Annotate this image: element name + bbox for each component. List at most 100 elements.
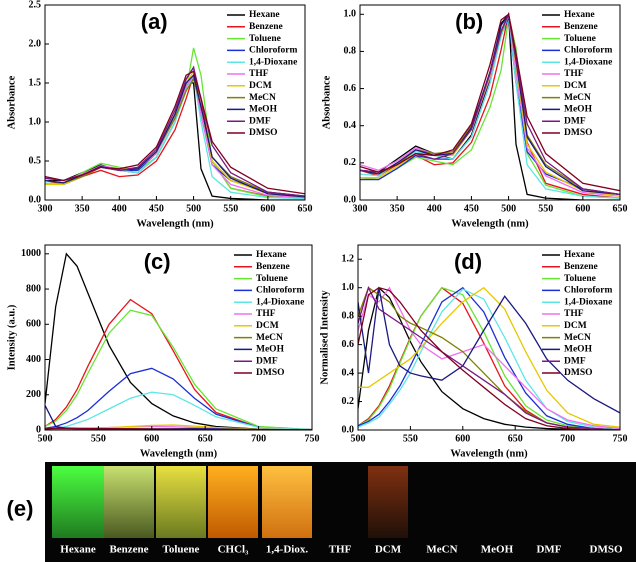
legend-label: MeCN: [564, 93, 591, 103]
vial-label: CHCl₃: [218, 544, 250, 556]
x-tick-label: 550: [223, 203, 238, 214]
x-tick-label: 600: [144, 433, 159, 444]
x-tick-label: 750: [613, 433, 628, 444]
legend-label: Benzene: [256, 262, 290, 272]
series-line: [45, 309, 312, 430]
series-line: [358, 286, 620, 430]
y-tick-label: 0.5: [29, 155, 42, 166]
y-tick-label: 0.6: [344, 83, 357, 94]
vial-photo: Hexane Benzene Toluene CHCl₃ 1,4-Diox. THF DCM…: [45, 462, 636, 562]
legend-label: MeOH: [256, 345, 285, 355]
plot-frame: [357, 244, 621, 431]
y-tick-label: 0.4: [342, 367, 355, 378]
x-tick-label: 700: [251, 433, 266, 444]
legend-label: 1,4-Dioxane: [564, 297, 612, 307]
legend-label: 1,4-Dioxane: [256, 297, 304, 307]
legend-label: DMF: [256, 356, 278, 366]
chart-panel: 300 350 400 450 500 550 600 650 0.0 0.5 1.0 1.5 2.0 2…: [6, 0, 312, 229]
vial-label: Benzene: [109, 544, 148, 556]
series-line: [360, 13, 620, 192]
y-tick-label: 2.0: [29, 38, 42, 49]
legend-label: MeOH: [249, 105, 278, 115]
x-tick-label: 350: [390, 203, 405, 214]
legend-label: MeOH: [564, 345, 593, 355]
y-tick-label: 0.8: [342, 310, 355, 321]
x-tick-label: 600: [455, 433, 470, 444]
y-tick-label: 1000: [21, 248, 41, 259]
y-tick-label: 0.0: [344, 194, 357, 205]
series-line: [45, 298, 312, 430]
x-tick-label: 650: [508, 433, 523, 444]
legend-label: DCM: [256, 321, 279, 331]
vial-label: DMF: [536, 544, 561, 556]
x-tick-label: 600: [575, 203, 590, 214]
x-axis-label: Wavelength (nm): [140, 448, 218, 459]
x-tick-label: 450: [464, 203, 479, 214]
x-tick-label: 500: [38, 433, 53, 444]
legend-label: DMF: [564, 116, 586, 126]
x-tick-label: 300: [353, 203, 368, 214]
legend-label: 1,4-Dioxane: [249, 57, 297, 67]
y-tick-label: 0.8: [344, 46, 357, 57]
legend-label: Benzene: [564, 22, 598, 32]
legend-label: THF: [564, 309, 584, 319]
x-tick-label: 450: [149, 203, 164, 214]
legend-label: DMSO: [249, 128, 278, 138]
x-tick-label: 500: [351, 433, 366, 444]
x-tick-label: 400: [112, 203, 127, 214]
legend-label: Chloroform: [564, 286, 612, 296]
plot-lines: [45, 47, 305, 200]
legend-label: Toluene: [249, 34, 281, 44]
y-tick-label: 0.2: [344, 157, 357, 168]
y-axis-label: Intensity (a.u.): [6, 304, 17, 370]
vial: [208, 466, 258, 538]
legend-label: MeCN: [249, 93, 276, 103]
y-tick-label: 1.0: [342, 282, 355, 293]
legend-label: Chloroform: [249, 46, 297, 56]
x-axis-label: Wavelength (nm): [450, 448, 528, 459]
x-tick-label: 350: [75, 203, 90, 214]
panel-label: (c): [144, 249, 171, 274]
x-axis-label: Wavelength (nm): [136, 218, 214, 229]
series-line: [45, 367, 312, 430]
legend-label: THF: [564, 69, 584, 79]
series-line: [45, 77, 305, 197]
x-axis-label: Wavelength (nm): [451, 218, 529, 229]
legend-label: DMF: [249, 116, 271, 126]
legend-label: Toluene: [564, 34, 596, 44]
vial-label: MeCN: [426, 544, 457, 556]
y-tick-label: 0.0: [29, 194, 42, 205]
vial-label: MeOH: [481, 544, 514, 556]
legend-label: DCM: [564, 321, 587, 331]
legend-label: DCM: [249, 81, 272, 91]
vial-label: DCM: [375, 544, 402, 556]
y-tick-label: 0.0: [342, 424, 355, 435]
y-tick-label: 1.0: [344, 9, 357, 20]
legend-label: THF: [256, 309, 276, 319]
legend-label: Toluene: [564, 274, 596, 284]
vial: [262, 466, 312, 538]
series-line: [358, 286, 620, 430]
panel-label: (e): [7, 496, 34, 521]
legend-label: DMSO: [256, 368, 285, 378]
vial-label: DMSO: [590, 544, 623, 556]
x-tick-label: 500: [186, 203, 201, 214]
vial-label: Toluene: [163, 544, 200, 556]
x-tick-label: 750: [305, 433, 320, 444]
series-line: [358, 286, 620, 430]
legend-label: Hexane: [564, 250, 595, 260]
chart-panel: 500 550 600 650 700 750 0 200 400 600 800 1000 Wavel…: [6, 244, 320, 459]
legend-label: DMSO: [564, 128, 593, 138]
x-tick-label: 300: [38, 203, 53, 214]
y-tick-label: 0.2: [342, 396, 355, 407]
vial-label: 1,4-Diox.: [266, 544, 308, 556]
legend-label: MeCN: [256, 333, 283, 343]
x-tick-label: 650: [198, 433, 213, 444]
y-tick-label: 200: [26, 389, 41, 400]
y-tick-label: 400: [26, 354, 41, 365]
legend-label: Chloroform: [564, 46, 612, 56]
chart-panel: 300 350 400 450 500 550 600 650 0.0 0.2 0.4 0.6 0.8 1…: [321, 4, 628, 229]
panel-label: (d): [454, 249, 482, 274]
legend-label: Hexane: [249, 10, 280, 20]
